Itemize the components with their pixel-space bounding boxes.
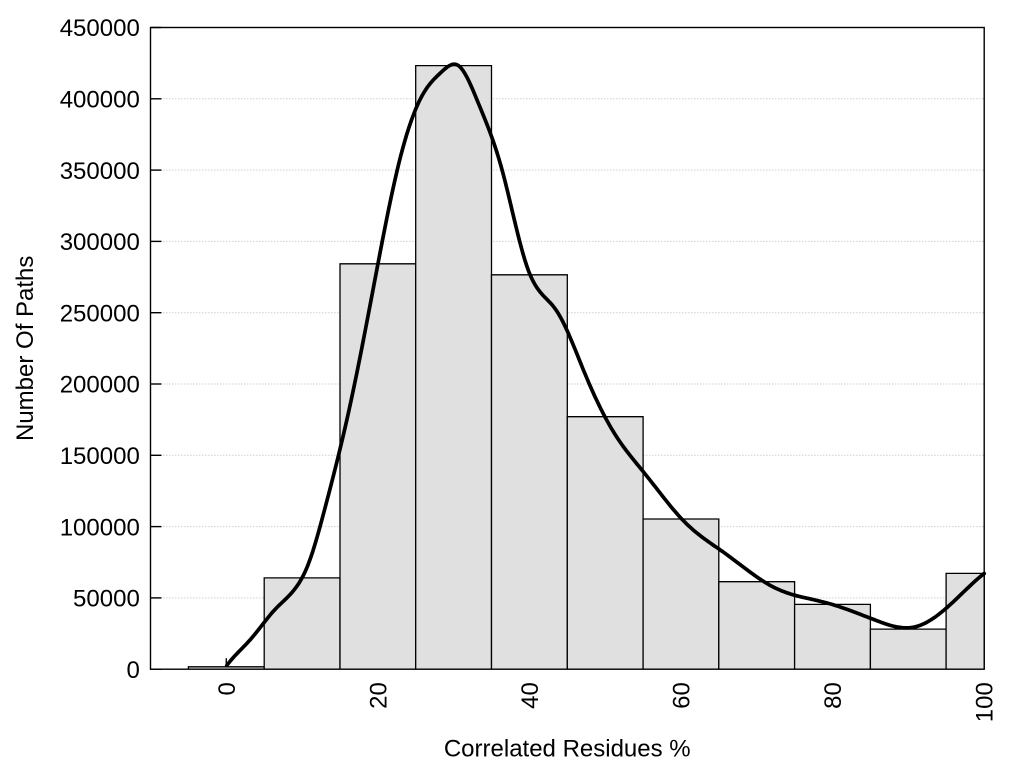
svg-text:250000: 250000 (60, 300, 140, 327)
svg-text:Correlated Residues %: Correlated Residues % (444, 735, 691, 762)
svg-text:300000: 300000 (60, 229, 140, 256)
svg-text:100: 100 (971, 682, 998, 722)
svg-text:0: 0 (126, 657, 139, 684)
svg-text:150000: 150000 (60, 443, 140, 470)
svg-text:450000: 450000 (60, 15, 140, 42)
svg-text:350000: 350000 (60, 158, 140, 185)
svg-text:100000: 100000 (60, 514, 140, 541)
svg-text:50000: 50000 (73, 586, 140, 613)
svg-text:60: 60 (668, 682, 695, 709)
svg-text:Number Of Paths: Number Of Paths (12, 256, 39, 441)
svg-text:400000: 400000 (60, 87, 140, 114)
svg-text:40: 40 (517, 682, 544, 709)
svg-text:80: 80 (820, 682, 847, 709)
svg-text:200000: 200000 (60, 372, 140, 399)
svg-text:20: 20 (365, 682, 392, 709)
svg-text:0: 0 (214, 682, 241, 695)
